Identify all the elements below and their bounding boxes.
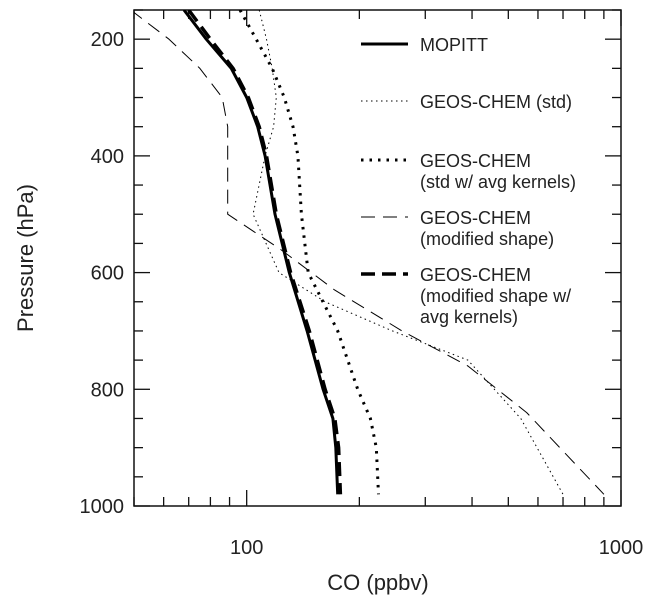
legend-label: GEOS-CHEM (std) (420, 92, 572, 112)
legend-label: GEOS-CHEM (420, 265, 531, 285)
x-tick-label: 1000 (599, 537, 644, 559)
legend-label: (std w/ avg kernels) (420, 172, 576, 192)
y-tick-label: 400 (91, 146, 124, 168)
plot-frame (133, 9, 622, 507)
series-line-4 (134, 11, 605, 495)
y-axis-title: Pressure (hPa) (13, 184, 38, 332)
series-line-2 (252, 10, 564, 495)
axis-ticks (133, 9, 622, 507)
series-line-5 (187, 10, 343, 495)
x-tick-label: 100 (230, 537, 263, 559)
y-tick-label: 800 (91, 379, 124, 401)
legend-label: avg kernels) (420, 307, 518, 327)
series-line-3 (238, 10, 380, 495)
y-tick-label: 1000 (80, 496, 125, 518)
series-group (134, 10, 605, 495)
y-tick-label: 600 (91, 263, 124, 285)
legend-label: GEOS-CHEM (420, 151, 531, 171)
x-axis-title: CO (ppbv) (327, 570, 428, 595)
legend-label: GEOS-CHEM (420, 208, 531, 228)
series-line-1 (182, 10, 340, 495)
legend-label: MOPITT (420, 35, 488, 55)
legend-label: (modified shape w/ (420, 286, 571, 306)
tick-labels: 100 1000 200 400 600 800 1000 (80, 29, 644, 559)
legend-label: (modified shape) (420, 229, 554, 249)
y-tick-label: 200 (91, 29, 124, 51)
